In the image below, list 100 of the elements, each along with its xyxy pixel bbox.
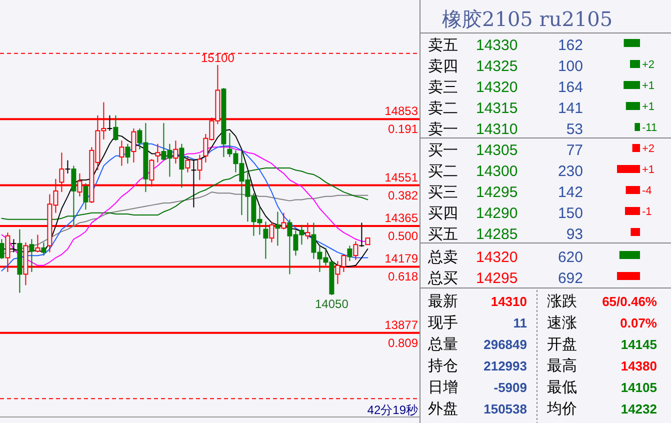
text: 现手 xyxy=(428,314,458,332)
data-label: 162 xyxy=(558,37,583,54)
text: 14295 xyxy=(476,184,518,201)
text: 日增 xyxy=(428,379,458,396)
text: 14315 xyxy=(476,100,518,117)
annotation: 14050 xyxy=(315,297,349,311)
text: 总量 xyxy=(428,336,458,353)
y-tick-label: 买三 xyxy=(428,184,458,201)
bar xyxy=(626,186,640,194)
text: 14320 xyxy=(476,249,518,266)
candlestick xyxy=(0,238,4,260)
text: 开盘 xyxy=(547,336,577,353)
data-label: 692 xyxy=(558,270,583,287)
text: 14290 xyxy=(476,205,518,222)
text: 150538 xyxy=(484,402,527,416)
candlestick xyxy=(353,240,358,260)
data-label: 620 xyxy=(558,249,583,266)
text: 速涨 xyxy=(547,314,577,332)
y-tick-label: 买四 xyxy=(428,205,458,222)
text: +1 xyxy=(642,101,655,113)
data-label: 77 xyxy=(566,142,583,159)
candlestick xyxy=(131,128,136,163)
text: 持仓 xyxy=(428,358,458,374)
candlestick xyxy=(263,221,268,260)
text: -1 xyxy=(642,206,652,218)
text: 11 xyxy=(513,316,527,330)
candlestick xyxy=(35,234,40,253)
text: 14320 xyxy=(476,79,518,96)
candlestick xyxy=(155,143,160,163)
text: 14330 xyxy=(476,37,518,54)
bar xyxy=(632,144,640,152)
text: 14325 xyxy=(476,58,518,75)
text: 14232 xyxy=(620,402,657,416)
text: -5909 xyxy=(494,380,527,395)
data-label: 142 xyxy=(558,184,583,201)
text: 296849 xyxy=(484,337,527,352)
y-tick-label: 卖五 xyxy=(428,37,458,54)
bar xyxy=(626,102,640,110)
text: 14105 xyxy=(620,380,657,395)
bar xyxy=(630,228,640,236)
candlestick xyxy=(125,143,130,164)
candlestick xyxy=(275,211,280,246)
y-tick-label: 买二 xyxy=(428,163,458,180)
y-tick-label: 总买 xyxy=(427,270,458,287)
text: 65/0.46% xyxy=(602,294,657,309)
text: 涨跌 xyxy=(547,293,577,310)
bar xyxy=(617,165,640,173)
text: +1 xyxy=(642,80,655,92)
data-label: 100 xyxy=(558,58,583,75)
y-tick-label: 卖三 xyxy=(428,79,458,96)
candlestick xyxy=(190,160,197,208)
annotation: 0.382 xyxy=(388,188,418,202)
candlestick xyxy=(29,238,34,272)
annotation: 15100 xyxy=(201,51,235,65)
data-label: 53 xyxy=(566,121,583,138)
annotation: 0.191 xyxy=(388,122,418,136)
candlestick xyxy=(119,140,124,166)
ref-line-label: 14179 xyxy=(384,252,418,266)
y-tick-label: 买一 xyxy=(428,142,458,159)
text: +2 xyxy=(642,59,655,71)
y-tick-label: 买五 xyxy=(428,226,458,243)
text: 最新 xyxy=(428,293,458,310)
text: 14310 xyxy=(476,121,518,138)
text: 14305 xyxy=(476,142,518,159)
text: 0.07% xyxy=(620,316,657,330)
text: 最高 xyxy=(547,358,577,374)
text: 14380 xyxy=(620,358,657,374)
candlestick xyxy=(185,155,190,173)
text: 212993 xyxy=(484,358,527,374)
annotation: 0.809 xyxy=(388,336,418,350)
candlestick xyxy=(10,238,17,253)
y-tick-label: 卖一 xyxy=(428,121,458,138)
candlestick xyxy=(113,114,118,142)
candlestick xyxy=(197,154,202,180)
ref-line-label: 14551 xyxy=(384,170,418,184)
ref-line-label: 14365 xyxy=(384,211,418,225)
text: 均价 xyxy=(547,400,577,418)
ref-line-label: 13877 xyxy=(384,318,418,332)
text: 外盘 xyxy=(428,400,458,418)
bar xyxy=(624,81,640,89)
candlestick xyxy=(41,242,46,256)
candlestick xyxy=(64,160,71,174)
ref-line-label: 14853 xyxy=(384,104,418,118)
text: 42分19秒 xyxy=(367,403,418,417)
candlestick xyxy=(347,245,352,262)
candlestick xyxy=(358,222,365,248)
data-label: 230 xyxy=(558,163,583,180)
data-label: 141 xyxy=(558,100,583,117)
bar xyxy=(624,39,640,47)
annotation: 0.618 xyxy=(388,270,418,284)
candlestick xyxy=(179,143,184,188)
candlestick xyxy=(173,140,178,164)
text: 14300 xyxy=(476,163,518,180)
text: -11 xyxy=(642,122,658,134)
text: 最低 xyxy=(547,379,577,396)
data-label: 150 xyxy=(558,205,583,222)
chart-title: 橡胶2105 ru2105 xyxy=(442,7,613,31)
text: -4 xyxy=(642,185,652,197)
y-tick-label: 卖二 xyxy=(428,100,458,117)
annotation: 0.500 xyxy=(388,229,418,243)
